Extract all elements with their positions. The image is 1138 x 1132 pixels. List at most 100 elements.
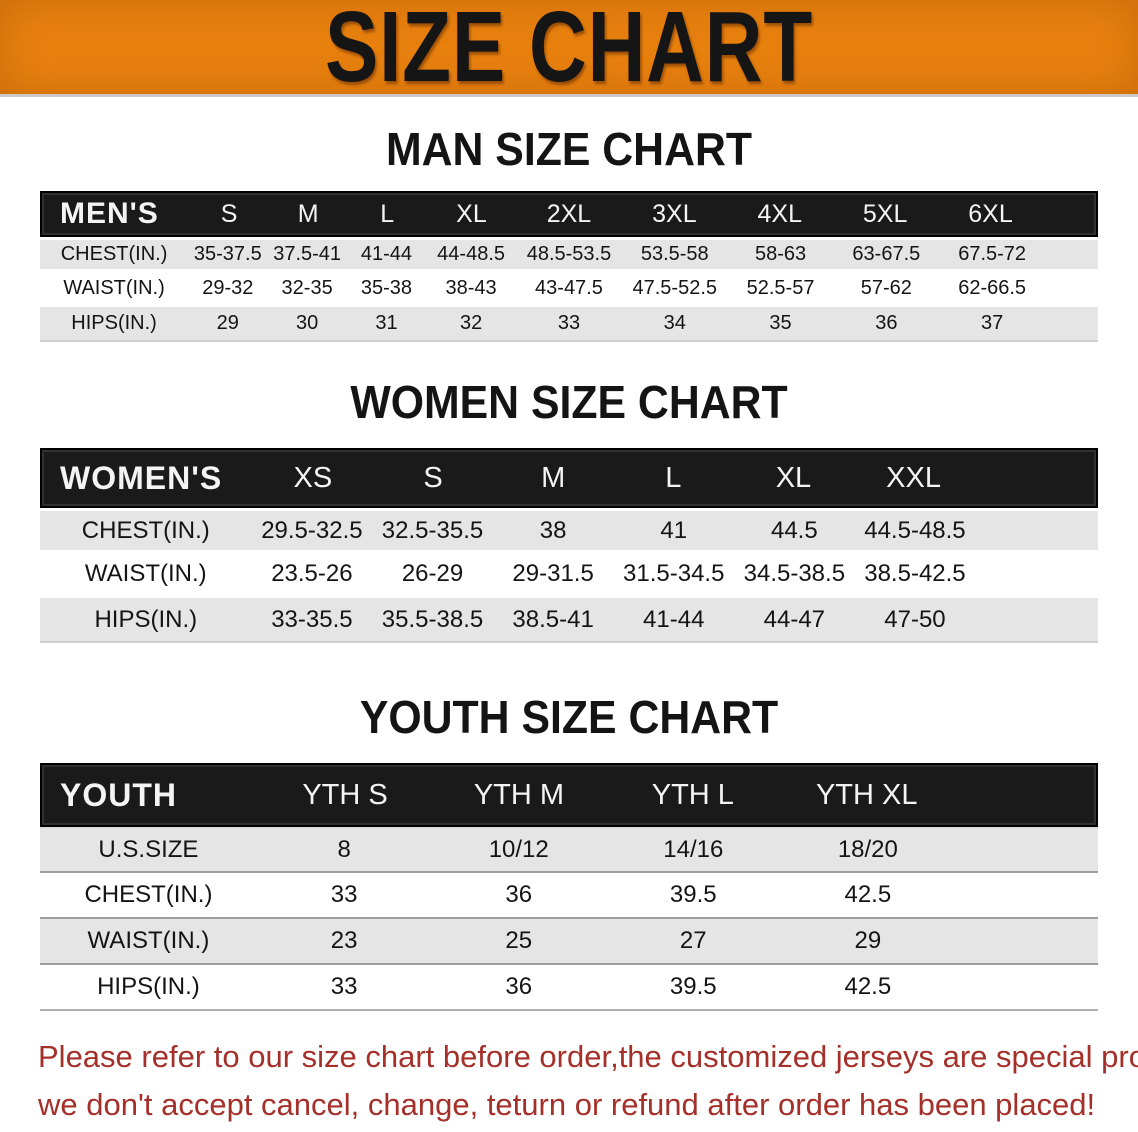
table-row: HIPS(IN.) 29 30 31 32 33 34 35 36 37	[40, 307, 1098, 342]
size-value: 31	[375, 312, 398, 334]
row-label: U.S.SIZE	[98, 836, 199, 863]
size-value: 34.5-38.5	[743, 560, 846, 587]
womens-size-table: WOMEN'S XS S M L XL XXL CHEST(IN.) 29.5-32.5 32.5…	[40, 448, 1098, 643]
table-row: HIPS(IN.) 33 36 39.5 42.5	[40, 965, 1098, 1011]
size-value: 33	[557, 312, 581, 334]
size-value: 23	[330, 927, 358, 954]
column-header: 3XL	[652, 199, 697, 228]
size-value: 18/20	[837, 836, 898, 863]
size-value: 42.5	[844, 973, 892, 1000]
disclaimer: Please refer to our size chart before or…	[38, 1033, 1138, 1129]
size-value: 10/12	[488, 836, 549, 863]
column-header: YTH L	[651, 778, 734, 811]
size-value: 32.5-35.5	[381, 516, 484, 544]
table-row: CHEST(IN.) 35-37.5 37.5-41 41-44 44-48.5 48.5…	[40, 237, 1098, 272]
size-value: 39.5	[669, 973, 717, 1000]
table-title: MEN'S	[60, 197, 159, 230]
size-value: 29.5-32.5	[261, 516, 363, 544]
column-header: M	[541, 461, 566, 494]
table-row: CHEST(IN.) 29.5-32.5 32.5-35.5 38 41 44.5 44.5…	[40, 508, 1098, 553]
table-header-row: MEN'S S M L XL 2XL 3XL 4XL 5XL 6XL	[40, 191, 1098, 237]
column-header: XL	[775, 461, 812, 494]
size-value: 43-47.5	[535, 276, 603, 299]
section-heading-womens: WOMEN SIZE CHART	[350, 376, 788, 428]
size-value: 42.5	[844, 881, 892, 908]
size-value: 38	[539, 516, 567, 544]
column-header: YTH S	[302, 778, 388, 811]
column-header: L	[665, 461, 682, 494]
size-value: 48.5-53.5	[526, 243, 612, 265]
size-value: 41	[660, 516, 688, 544]
size-value: 52.5-57	[746, 276, 815, 299]
column-header: YTH XL	[815, 778, 918, 811]
size-value: 53.5-58	[640, 243, 709, 265]
size-value: 29-31.5	[512, 560, 594, 587]
page-title: SIZE CHART	[325, 0, 813, 103]
column-header: M	[297, 199, 319, 228]
size-value: 35-37.5	[193, 243, 262, 265]
column-header: XS	[293, 461, 333, 494]
table-body: CHEST(IN.) 29.5-32.5 32.5-35.5 38 41 44.5 44.5…	[40, 508, 1098, 643]
size-value: 41-44	[360, 243, 413, 265]
size-value: 30	[296, 312, 319, 334]
mens-size-table: MEN'S S M L XL 2XL 3XL 4XL 5XL 6XL CHEST(IN.) 35-37…	[40, 191, 1098, 342]
youth-size-table: YOUTH YTH S YTH M YTH L YTH XL U.S.SIZE 8 10/12…	[40, 763, 1098, 1011]
table-body: CHEST(IN.) 35-37.5 37.5-41 41-44 44-48.5 48.5…	[40, 237, 1098, 342]
column-header: S	[423, 461, 443, 494]
column-header: YTH M	[473, 778, 565, 811]
column-header: 6XL	[968, 199, 1013, 228]
womens-size-section: WOMEN SIZE CHART WOMEN'S XS S M L XL XXL CHEST(I…	[0, 376, 1138, 643]
size-value: 32	[459, 312, 483, 334]
row-label: CHEST(IN.)	[60, 243, 168, 265]
table-header-row: WOMEN'S XS S M L XL XXL	[40, 448, 1098, 508]
size-value: 63-67.5	[852, 243, 921, 265]
row-label: WAIST(IN.)	[87, 927, 210, 954]
size-value: 44.5-48.5	[864, 516, 966, 544]
row-label: HIPS(IN.)	[94, 605, 198, 633]
size-value: 44-47	[763, 605, 826, 633]
disclaimer-line-2: we don't accept cancel, change, teturn o…	[38, 1087, 1096, 1122]
size-value: 35.5-38.5	[381, 605, 484, 633]
row-label: WAIST(IN.)	[84, 560, 207, 587]
size-value: 44.5	[770, 516, 818, 544]
column-header: S	[220, 199, 238, 228]
row-label: CHEST(IN.)	[84, 881, 213, 908]
size-value: 34	[663, 312, 686, 334]
youth-size-section: YOUTH SIZE CHART YOUTH YTH S YTH M YTH L YTH …	[0, 691, 1138, 1011]
size-value: 38.5-42.5	[864, 560, 966, 587]
size-value: 29	[216, 312, 239, 334]
size-value: 32-35	[281, 276, 333, 299]
table-title: WOMEN'S	[60, 459, 223, 496]
column-header: 2XL	[546, 199, 592, 228]
size-value: 35-38	[360, 276, 413, 299]
disclaimer-line-1: Please refer to our size chart before or…	[38, 1039, 1138, 1074]
size-value: 38.5-41	[512, 605, 594, 633]
column-header: XXL	[886, 461, 941, 494]
size-value: 57-62	[860, 276, 912, 299]
size-value: 39.5	[669, 881, 717, 908]
size-value: 36	[875, 312, 898, 334]
size-value: 23.5-26	[271, 560, 353, 587]
table-row: WAIST(IN.) 23.5-26 26-29 29-31.5 31.5-34.5 34…	[40, 553, 1098, 598]
size-value: 33	[330, 881, 358, 908]
table-body: U.S.SIZE 8 10/12 14/16 18/20 CHEST(IN.) 33 36 39…	[40, 827, 1098, 1011]
row-label: CHEST(IN.)	[81, 516, 210, 544]
row-label: HIPS(IN.)	[97, 973, 200, 1000]
size-value: 38-43	[445, 276, 497, 299]
table-row: U.S.SIZE 8 10/12 14/16 18/20	[40, 827, 1098, 873]
table-row: HIPS(IN.) 33-35.5 35.5-38.5 38.5-41 41-44 44-…	[40, 598, 1098, 643]
size-value: 36	[505, 973, 533, 1000]
column-header: 4XL	[757, 199, 802, 228]
size-value: 36	[505, 881, 533, 908]
table-row: WAIST(IN.) 29-32 32-35 35-38 38-43 43-47.5 47.…	[40, 272, 1098, 307]
row-label: HIPS(IN.)	[71, 312, 157, 334]
mens-size-section: MAN SIZE CHART MEN'S S M L XL 2XL 3XL 4XL 5XL 6XL C…	[0, 123, 1138, 342]
size-value: 29-32	[202, 276, 254, 299]
table-row: WAIST(IN.) 23 25 27 29	[40, 919, 1098, 965]
size-value: 58-63	[754, 243, 807, 265]
size-value: 14/16	[663, 836, 724, 863]
section-heading-mens: MAN SIZE CHART	[385, 123, 752, 175]
size-value: 37	[981, 312, 1004, 334]
size-value: 47-50	[884, 605, 946, 633]
size-value: 47.5-52.5	[632, 276, 718, 299]
